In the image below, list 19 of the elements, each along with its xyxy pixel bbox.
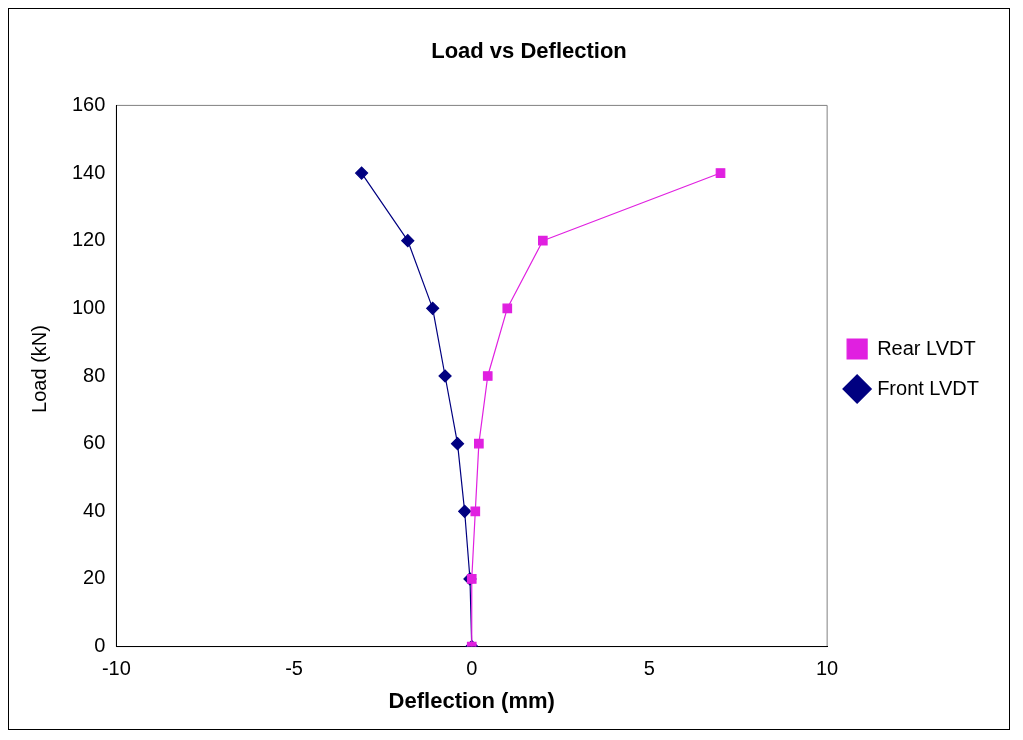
- y-tick-label: 160: [71, 92, 106, 115]
- y-tick-label: 20: [83, 566, 106, 589]
- legend-label: Front LVDT: [877, 376, 979, 399]
- chart-title: Load vs Deflection: [431, 38, 627, 64]
- x-tick-label: 5: [643, 657, 655, 680]
- legend-label: Rear LVDT: [877, 336, 976, 359]
- x-tick-label: 0: [466, 657, 478, 680]
- y-tick-label: 140: [71, 160, 106, 183]
- x-tick-label: -10: [101, 657, 131, 680]
- y-tick-label: 60: [83, 431, 106, 454]
- y-tick-label: 80: [83, 363, 106, 386]
- x-tick-label: 10: [816, 657, 839, 680]
- y-tick-label: 40: [83, 498, 106, 521]
- y-tick-label: 100: [71, 295, 106, 318]
- x-tick-label: -5: [285, 657, 303, 680]
- x-axis-title: Deflection (mm): [388, 687, 555, 713]
- y-tick-label: 0: [94, 634, 106, 657]
- y-tick-label: 120: [71, 228, 106, 251]
- y-axis-title: Load (kN): [27, 325, 51, 413]
